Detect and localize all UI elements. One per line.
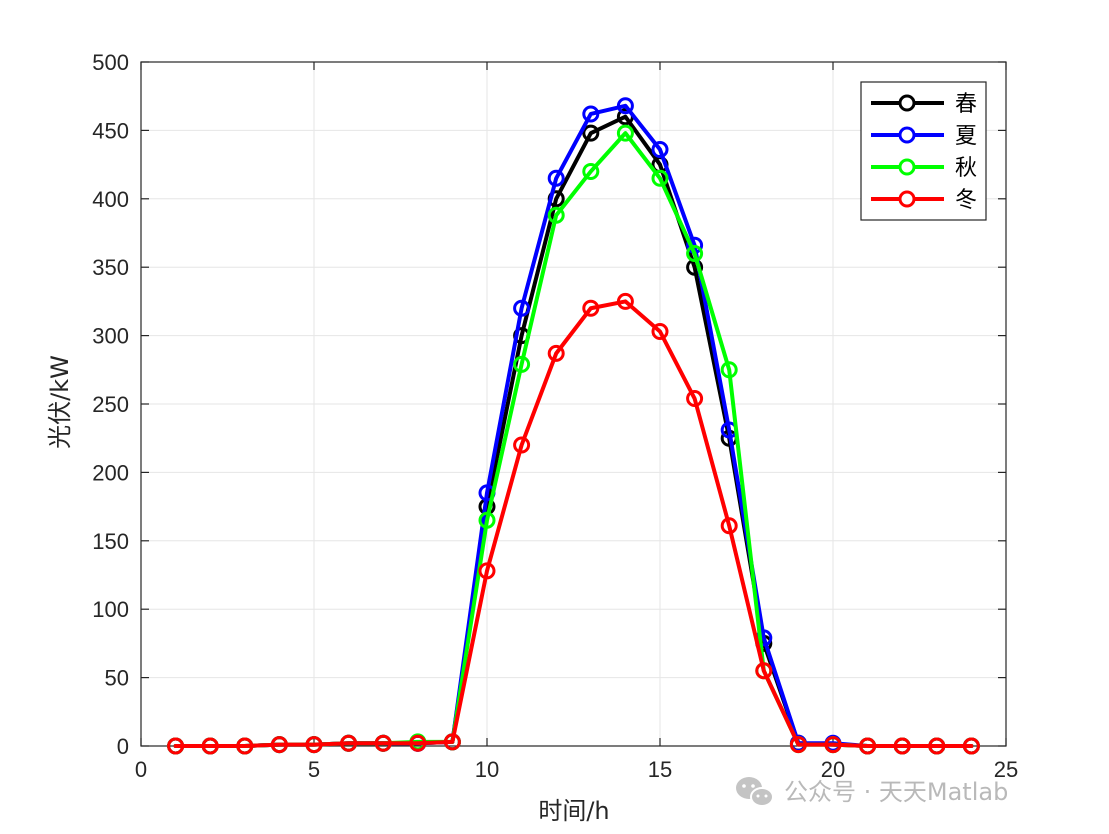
data-point — [789, 736, 807, 754]
legend-swatch-marker — [898, 94, 916, 112]
legend-label: 秋 — [955, 156, 977, 181]
data-point — [720, 361, 738, 379]
data-point — [513, 299, 531, 317]
watermark-text: 公众号 · 天天Matlab — [784, 778, 1008, 806]
x-tick-label: 20 — [821, 757, 845, 782]
legend-label: 夏 — [955, 124, 977, 149]
y-axis-label: 光伏/kW — [46, 355, 74, 449]
data-point — [651, 141, 669, 159]
legend-label: 冬 — [955, 188, 977, 213]
legend-swatch-marker — [898, 126, 916, 144]
x-tick-label: 15 — [648, 757, 672, 782]
data-point — [824, 736, 842, 754]
legend-swatch-marker — [898, 190, 916, 208]
legend-item: 春 — [871, 92, 977, 117]
y-tick-label: 100 — [92, 597, 129, 622]
data-point — [478, 562, 496, 580]
y-tick-label: 350 — [92, 255, 129, 280]
data-point — [755, 662, 773, 680]
legend-swatch-marker — [898, 158, 916, 176]
data-point — [547, 344, 565, 362]
data-point — [513, 355, 531, 373]
series-1 — [167, 108, 980, 755]
y-tick-label: 300 — [92, 324, 129, 349]
data-point — [582, 105, 600, 123]
data-point — [547, 169, 565, 187]
data-point — [478, 511, 496, 529]
data-point — [513, 436, 531, 454]
data-point — [409, 734, 427, 752]
data-point — [547, 206, 565, 224]
data-point — [616, 292, 634, 310]
x-tick-label: 5 — [308, 757, 320, 782]
y-tick-label: 400 — [92, 187, 129, 212]
series-3 — [167, 124, 980, 755]
data-point — [443, 733, 461, 751]
data-point — [582, 124, 600, 142]
legend-item: 冬 — [871, 188, 977, 213]
series-2 — [167, 97, 980, 755]
y-tick-label: 50 — [105, 666, 129, 691]
data-point — [236, 737, 254, 755]
legend-item: 夏 — [871, 124, 977, 149]
data-point — [651, 322, 669, 340]
legend-label: 春 — [955, 92, 977, 117]
y-tick-label: 450 — [92, 118, 129, 143]
y-tick-label: 200 — [92, 460, 129, 485]
y-tick-label: 150 — [92, 529, 129, 554]
data-point — [201, 737, 219, 755]
data-point — [651, 169, 669, 187]
wechat-icon — [736, 777, 774, 807]
data-point — [720, 517, 738, 535]
data-point — [962, 737, 980, 755]
data-point — [616, 124, 634, 142]
series-line — [173, 131, 974, 748]
y-tick-label: 500 — [92, 50, 129, 75]
x-tick-label: 0 — [135, 757, 147, 782]
x-tick-label: 10 — [475, 757, 499, 782]
y-tick-label: 250 — [92, 392, 129, 417]
data-point — [928, 737, 946, 755]
data-point — [305, 736, 323, 754]
data-point — [374, 734, 392, 752]
y-tick-label: 0 — [117, 734, 129, 759]
series-line — [173, 299, 974, 748]
data-point — [582, 162, 600, 180]
data-point — [616, 97, 634, 115]
series-line — [173, 103, 974, 748]
data-point — [270, 736, 288, 754]
x-tick-label: 25 — [994, 757, 1018, 782]
data-point — [686, 245, 704, 263]
data-point — [340, 734, 358, 752]
data-point — [893, 737, 911, 755]
data-point — [167, 737, 185, 755]
data-point — [859, 737, 877, 755]
series-4 — [167, 292, 980, 755]
data-point — [686, 390, 704, 408]
data-point — [582, 299, 600, 317]
series-group — [167, 97, 980, 755]
series-line — [173, 114, 974, 748]
watermark: 公众号 · 天天Matlab — [736, 777, 1008, 807]
legend-item: 秋 — [871, 156, 977, 181]
x-axis-label: 时间/h — [538, 797, 609, 825]
